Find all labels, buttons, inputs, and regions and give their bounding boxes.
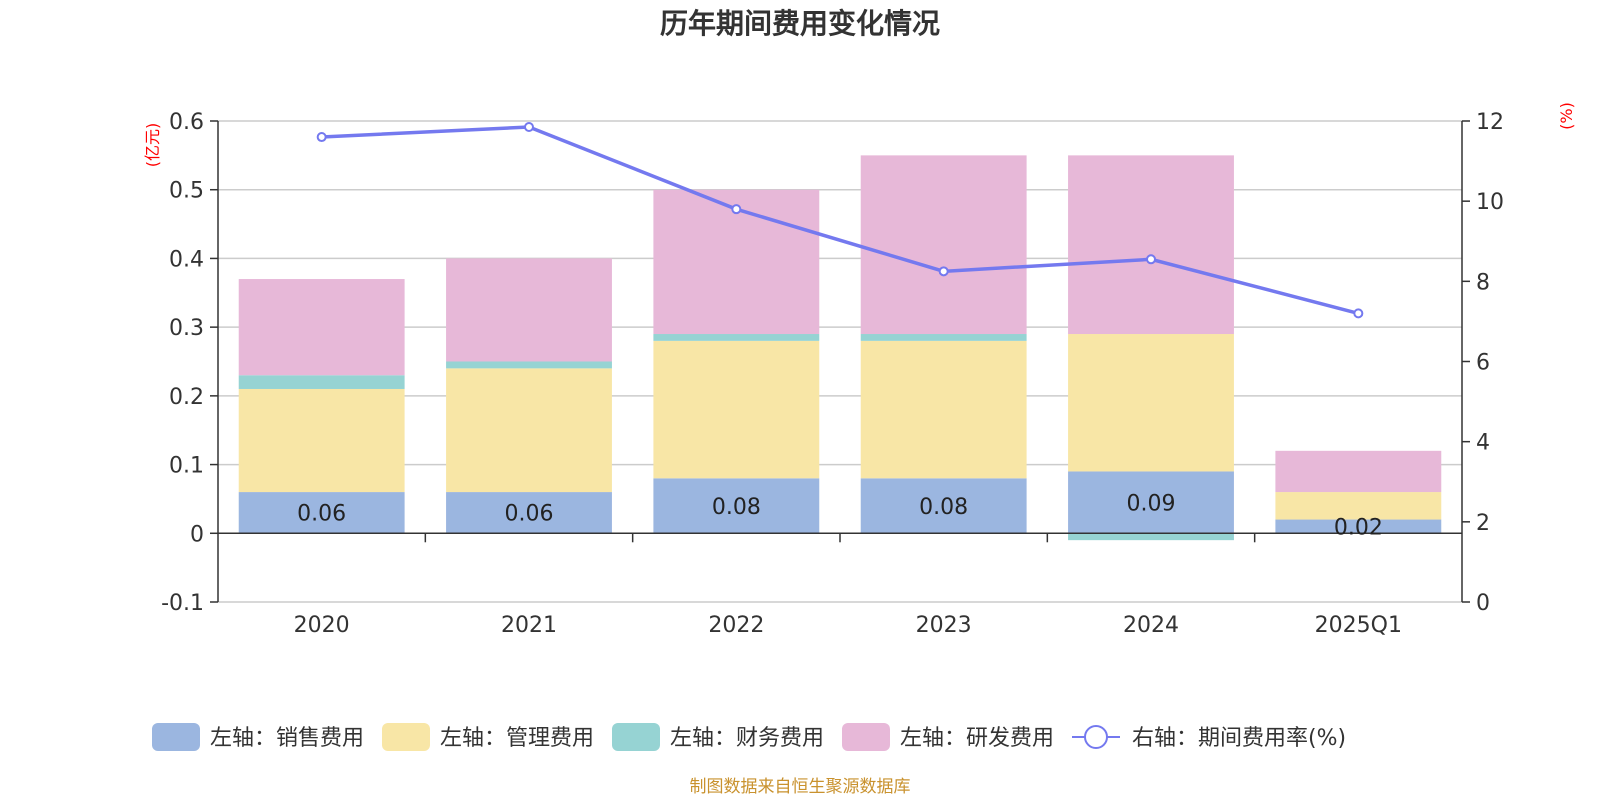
legend-label: 左轴：研发费用 <box>900 726 1054 751</box>
bar <box>238 492 405 534</box>
bar <box>446 258 612 362</box>
rate-point <box>731 204 742 215</box>
rate-point <box>316 132 327 143</box>
chart-title: 历年期间费用变化情况 <box>660 7 940 40</box>
bar-value-label: 0.06 <box>297 502 346 527</box>
x-axis-tick-label: 2025Q1 <box>1315 613 1402 638</box>
bar <box>860 155 1027 335</box>
legend-label: 左轴：管理费用 <box>440 726 594 751</box>
bar <box>238 388 405 493</box>
bar <box>1068 334 1234 472</box>
right-axis-tick-label: 10 <box>1476 190 1504 215</box>
rate-point <box>1146 254 1156 265</box>
legend-label: 左轴：销售费用 <box>210 726 364 751</box>
bar <box>860 478 1027 534</box>
right-axis-tick-label: 6 <box>1476 351 1490 376</box>
left-axis-tick-label: -0.1 <box>161 591 204 616</box>
right-axis-tick-label: 4 <box>1476 431 1490 456</box>
bar-value-label: 0.08 <box>712 495 761 520</box>
rate-point <box>938 266 949 277</box>
x-axis-tick-label: 2023 <box>916 613 972 638</box>
legend-label: 右轴：期间费用率(%) <box>1132 726 1346 751</box>
data-labels: 0.06 0.06 0.08 0.08 0.09 0.02 <box>297 491 1383 540</box>
right-axis-tick-label: 0 <box>1476 591 1490 616</box>
legend-marker <box>1084 725 1108 749</box>
left-axis-tick-label: 0.6 <box>169 110 204 135</box>
bar <box>860 340 1027 479</box>
right-axis-tick-label: 2 <box>1476 511 1490 536</box>
right-axis-tick-label: 12 <box>1476 110 1504 135</box>
x-axis-tick-label: 2021 <box>501 613 557 638</box>
bar <box>446 361 612 369</box>
line-series <box>316 122 1364 319</box>
bar <box>860 334 1027 341</box>
rate-line <box>321 125 1359 316</box>
axes: -0.1 0 0.1 0.2 0.3 0.4 0.5 0.6 0 2 4 6 8 10 12 2020 2021… <box>161 110 1504 638</box>
bar-series <box>238 155 1442 541</box>
bar-value-label: 0.09 <box>1127 491 1176 516</box>
bar <box>446 492 612 534</box>
bar <box>238 375 405 389</box>
bar <box>653 334 820 341</box>
bar-value-label: 0.08 <box>919 495 968 520</box>
bar-value-label: 0.06 <box>505 502 554 527</box>
bar <box>238 279 405 376</box>
left-axis-tick-label: 0 <box>190 522 204 547</box>
bar <box>1275 492 1442 520</box>
source-note: 制图数据来自恒生聚源数据库 <box>690 777 911 797</box>
bar <box>1068 155 1234 335</box>
left-axis-tick-label: 0.5 <box>169 179 204 204</box>
legend: 左轴：销售费用 左轴：管理费用 左轴：财务费用 左轴：研发费用 右轴：期间费用率(%) <box>152 723 1346 751</box>
bar <box>1068 471 1234 534</box>
bar <box>1275 450 1442 493</box>
bar <box>1068 533 1234 541</box>
bar <box>446 368 612 493</box>
rate-point <box>1353 308 1364 319</box>
left-axis-unit: (亿元) <box>143 123 162 168</box>
right-axis-tick-label: 8 <box>1476 270 1490 295</box>
legend-swatch <box>152 723 200 751</box>
rate-point <box>524 122 534 133</box>
left-axis-tick-label: 0.4 <box>169 247 204 272</box>
bar-value-label: 0.02 <box>1334 515 1383 540</box>
left-axis-tick-label: 0.2 <box>169 385 204 410</box>
legend-swatch <box>842 723 890 751</box>
left-axis-tick-label: 0.1 <box>169 454 204 479</box>
left-axis-tick-label: 0.3 <box>169 316 204 341</box>
bar <box>653 478 820 534</box>
right-axis-unit: (%) <box>1557 102 1576 130</box>
x-axis-tick-label: 2020 <box>294 613 350 638</box>
x-axis-tick-label: 2024 <box>1123 613 1179 638</box>
bar <box>653 340 820 479</box>
legend-label: 左轴：财务费用 <box>670 726 824 751</box>
legend-swatch <box>612 723 660 751</box>
bar <box>1275 519 1442 534</box>
x-axis-tick-label: 2022 <box>708 613 764 638</box>
legend-swatch <box>382 723 430 751</box>
